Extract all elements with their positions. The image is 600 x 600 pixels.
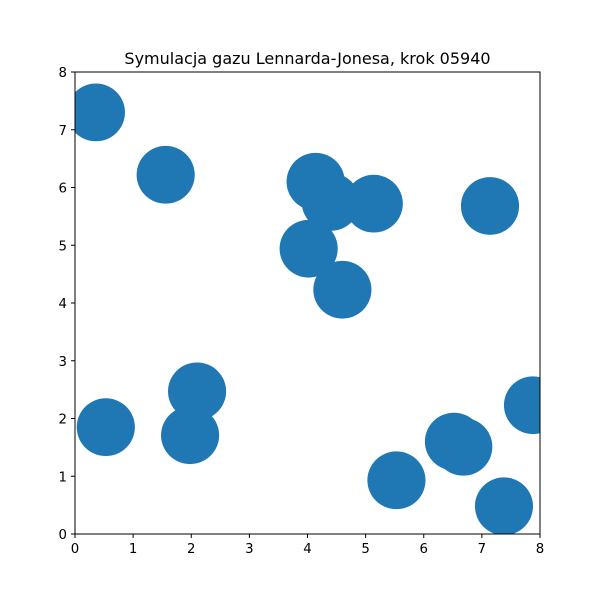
particle-point-6: [460, 177, 520, 235]
particle-point-9: [168, 362, 227, 421]
x-tick-label: 8: [536, 542, 544, 557]
y-tick-label: 1: [59, 470, 67, 485]
y-tick-label: 2: [59, 413, 67, 428]
particle-point-4: [301, 173, 360, 231]
y-tick-label: 7: [59, 124, 67, 139]
x-tick-label: 5: [361, 542, 369, 557]
y-tick-label: 6: [59, 182, 67, 197]
y-tick-label: 8: [59, 66, 67, 81]
x-tick-label: 2: [187, 542, 195, 557]
particle-point-16: [474, 477, 534, 534]
particle-point-14: [434, 417, 493, 476]
y-tick-label: 0: [59, 528, 67, 543]
x-tick-label: 6: [420, 542, 428, 557]
particle-point-12: [161, 406, 220, 465]
particle-point-10: [503, 376, 540, 435]
y-axis: 0 1 2 3 4 5 6 7 8: [59, 66, 75, 543]
particle-point-15: [367, 451, 426, 510]
y-tick-label: 4: [59, 297, 67, 312]
x-tick-label: 7: [478, 542, 486, 557]
particle-point-5: [344, 174, 403, 233]
y-tick-label: 5: [59, 239, 67, 254]
x-tick-label: 0: [71, 542, 79, 557]
y-tick-label: 3: [59, 355, 67, 370]
x-tick-label: 4: [303, 542, 311, 557]
x-axis: 0 1 2 3 4 5 6 7 8: [71, 534, 544, 557]
particle-point-11: [76, 398, 135, 457]
particle-point-7: [279, 219, 338, 278]
x-tick-label: 1: [129, 542, 137, 557]
particle-point-1: [75, 83, 125, 142]
points-layer: [75, 83, 540, 534]
chart-title: Symulacja gazu Lennarda-Jonesa, krok 059…: [124, 49, 490, 68]
particle-point-8: [313, 260, 372, 319]
particle-point-2: [136, 145, 195, 204]
x-tick-label: 3: [245, 542, 253, 557]
